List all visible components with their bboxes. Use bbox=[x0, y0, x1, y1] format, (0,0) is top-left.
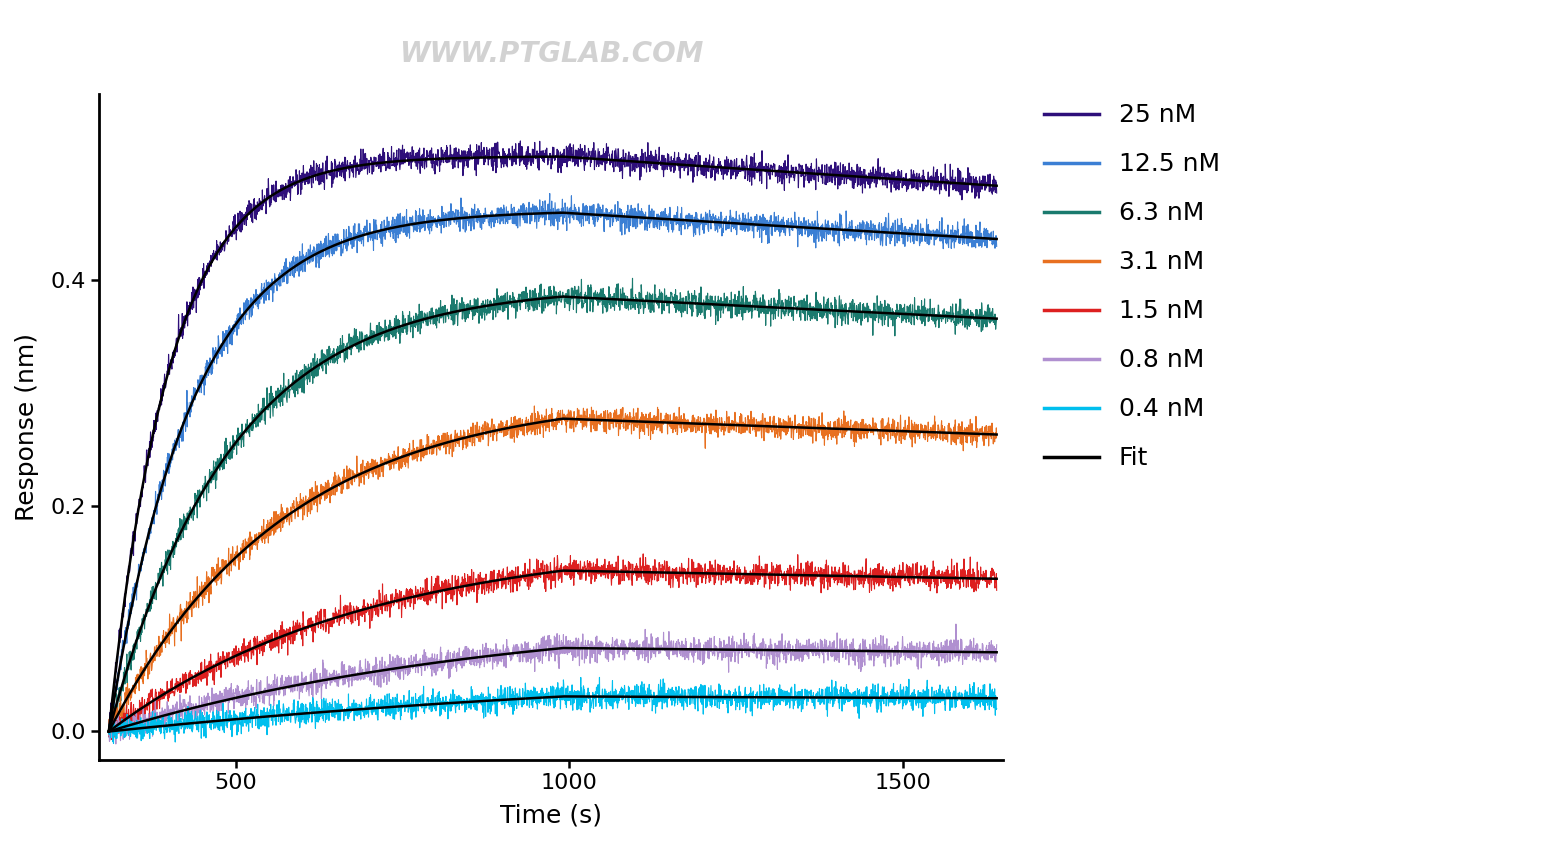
Text: WWW.PTGLAB.COM: WWW.PTGLAB.COM bbox=[399, 40, 704, 67]
Legend: 25 nM, 12.5 nM, 6.3 nM, 3.1 nM, 1.5 nM, 0.8 nM, 0.4 nM, Fit: 25 nM, 12.5 nM, 6.3 nM, 3.1 nM, 1.5 nM, … bbox=[1034, 94, 1229, 481]
Y-axis label: Response (nm): Response (nm) bbox=[16, 333, 39, 521]
X-axis label: Time (s): Time (s) bbox=[500, 804, 602, 828]
